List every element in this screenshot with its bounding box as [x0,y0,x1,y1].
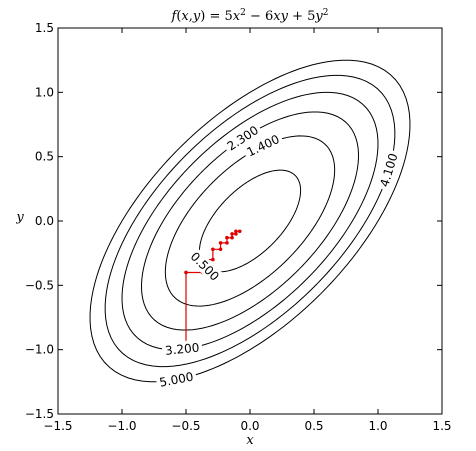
y-tick-label: 0.0 [35,214,54,228]
x-tick-label: −1.5 [43,419,72,433]
descent-point-7 [218,241,223,245]
contour-line-0 [198,169,302,273]
y-tick-label: −1.0 [25,343,54,357]
descent-point-5 [211,247,215,252]
descent-point-6 [218,247,223,252]
descent-point-9 [225,235,229,240]
x-tick-label: 0.0 [240,419,259,433]
contour-line-1 [164,135,336,307]
contour-line-4 [104,74,396,368]
axis-ticks: −1.5 −1.0 −0.5 0.0 0.5 1.0 1.5 −1.5 −1.0 −0.5 0.0 0… [25,21,452,433]
descent-point-14 [237,229,242,234]
contour-line-3 [121,91,379,351]
y-tick-label: −1.5 [25,407,54,421]
x-axis-label: x [246,433,254,448]
contour-label-3: 3.200 [164,341,200,358]
x-tick-label: −0.5 [171,419,200,433]
y-tick-label: −0.5 [25,278,54,292]
y-tick-label: 1.5 [35,21,54,35]
descent-point-12 [234,232,238,236]
descent-point-1 [184,270,188,275]
descent-point-4 [211,257,215,262]
descent-point-8 [225,241,229,245]
descent-point-11 [230,232,234,236]
x-tick-label: 1.5 [432,419,451,433]
plot-frame [57,27,443,415]
x-tick-label: −1.0 [107,419,136,433]
y-tick-label: 0.5 [35,150,54,164]
contour-label-0: 0.500 [188,249,222,283]
y-axis-label: y [15,210,24,225]
chart-title: f(x,y) = 5x2 − 6xy + 5y2 [171,8,329,24]
contour-lines [89,59,411,383]
contour-label-5: 5.000 [158,370,194,390]
x-tick-label: 1.0 [368,419,387,433]
contour-line-5 [89,59,411,383]
contour-line-2 [141,111,359,331]
descent-point-10 [230,235,234,240]
x-tick-label: 0.5 [304,419,323,433]
y-tick-label: 1.0 [35,85,54,99]
descent-point-13 [234,229,238,234]
